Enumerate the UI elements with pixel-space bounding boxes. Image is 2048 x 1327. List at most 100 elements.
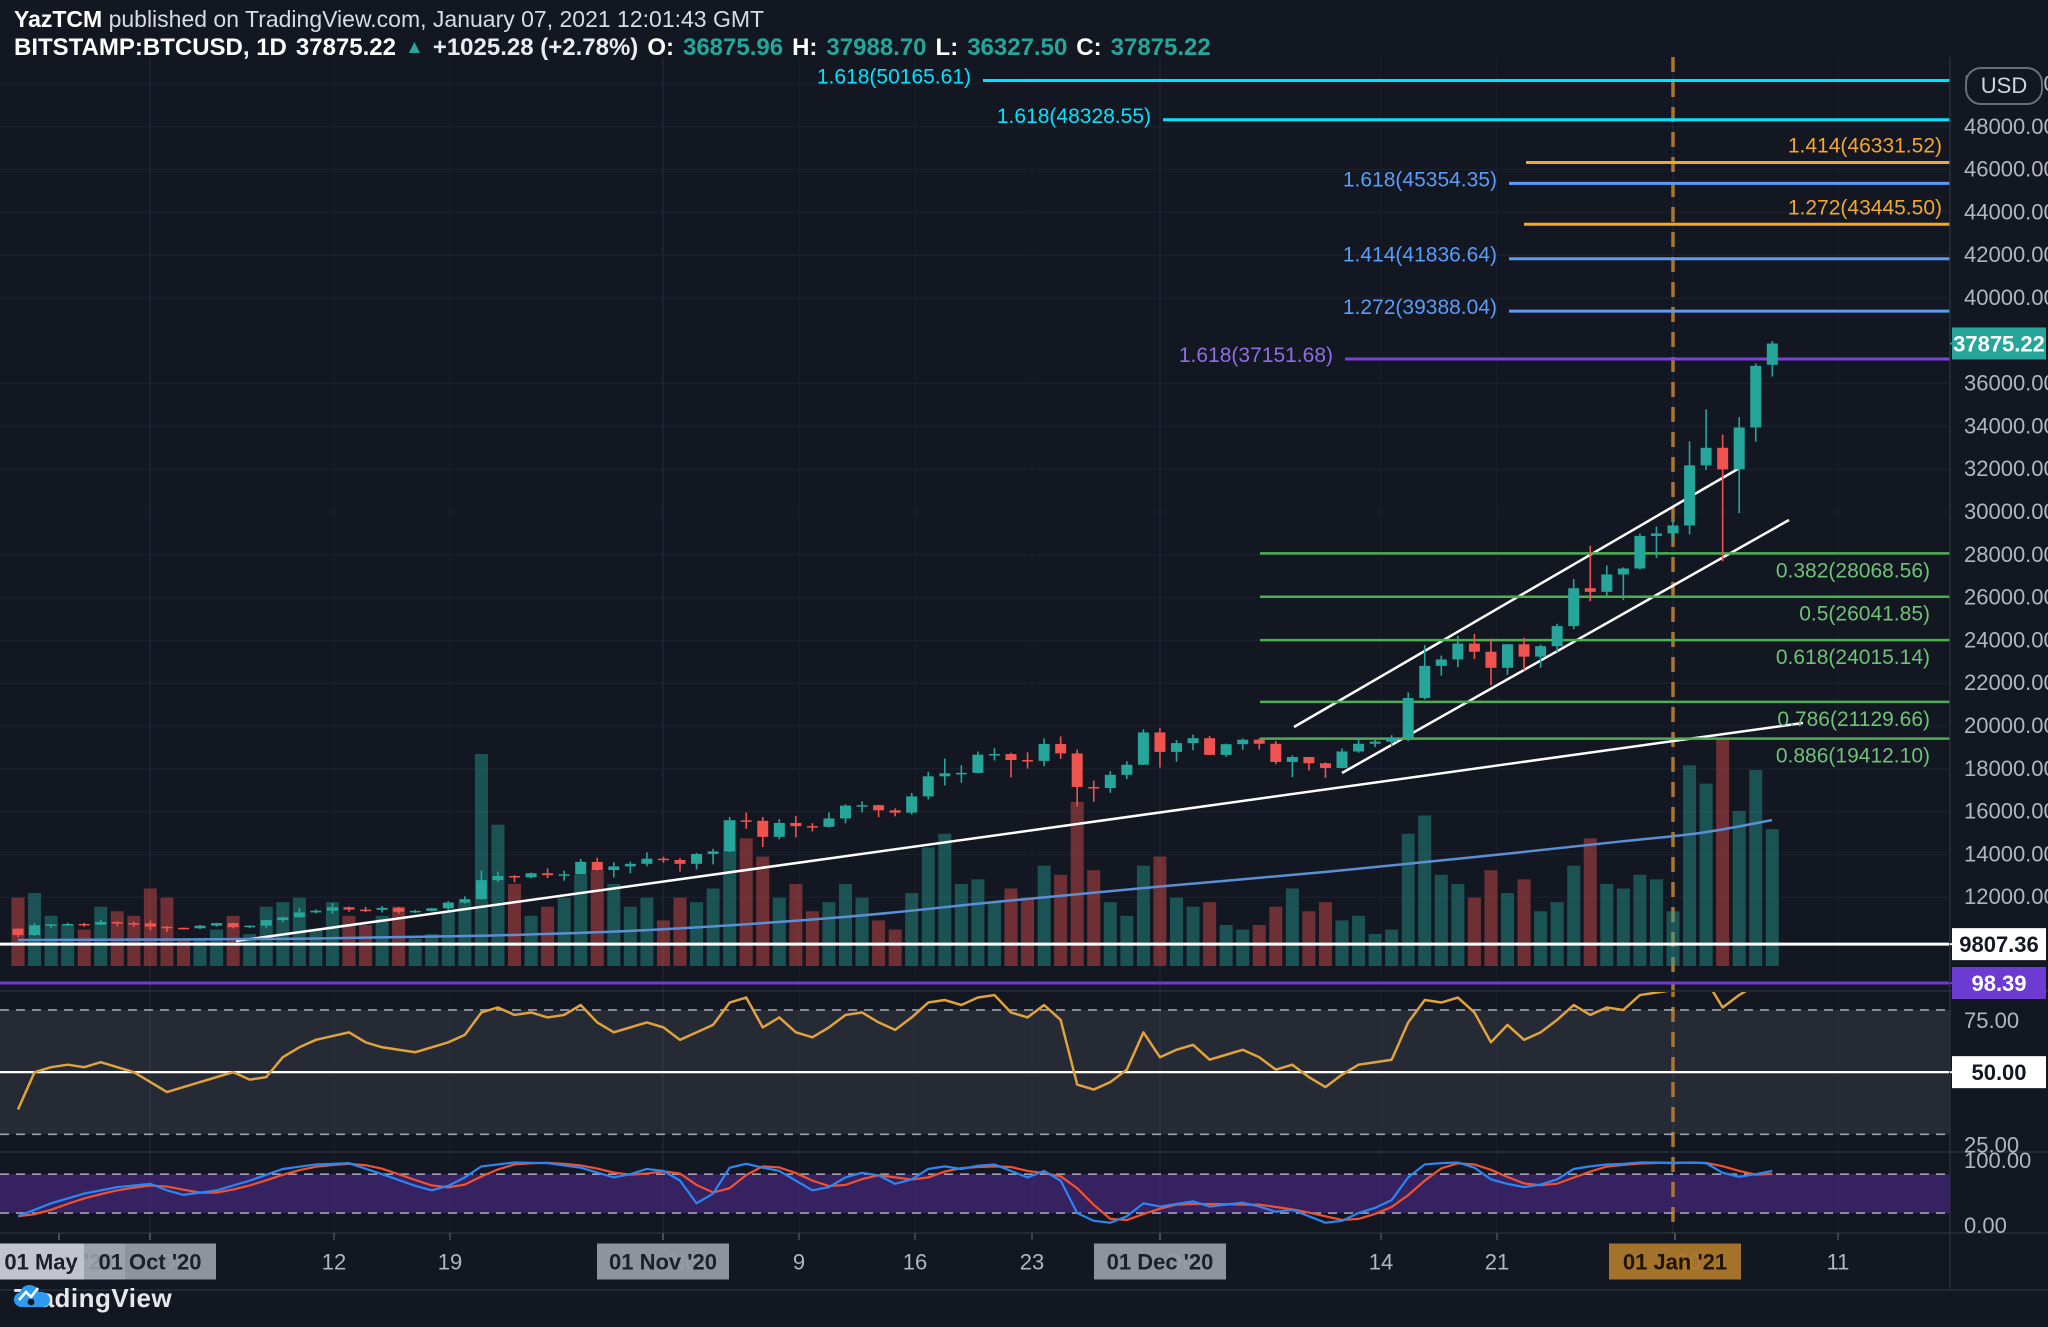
price-tick-label: 20000.00 [1964, 713, 2048, 738]
volume-bar [1352, 915, 1366, 966]
candles-layer[interactable] [12, 341, 1778, 938]
candle-body [1766, 343, 1778, 365]
tradingview-logo[interactable]: TradingView [14, 1283, 172, 1314]
candle-body [1088, 786, 1100, 789]
publish-info: YazTCM published on TradingView.com, Jan… [14, 6, 1211, 33]
svg-text:9807.36: 9807.36 [1959, 932, 2039, 957]
candle-body [475, 880, 487, 900]
volume-bar [226, 915, 240, 966]
time-tick-label: 9 [793, 1250, 805, 1275]
time-anchor-label: 01 Jan '21 [1623, 1250, 1727, 1275]
usd-button-label: USD [1981, 73, 2027, 98]
candle-body [1684, 465, 1696, 526]
price-axis[interactable]: 50000.0048000.0046000.0044000.0042000.00… [1950, 71, 2048, 1238]
volume-bar [1732, 810, 1746, 966]
candle-body [1022, 760, 1034, 762]
volume-bar [1567, 865, 1581, 966]
volume-bar [1716, 738, 1730, 966]
candle-body [409, 910, 421, 913]
time-anchor-box [1609, 1243, 1741, 1280]
usd-currency-button[interactable]: USD [1965, 67, 2043, 105]
candle-body [757, 820, 769, 837]
candle-body [260, 920, 272, 926]
stoch-tick-label: 0.00 [1964, 1213, 2007, 1238]
fib-extension-label: 1.618(37151.68) [1179, 344, 1333, 367]
price-tick-label: 18000.00 [1964, 756, 2048, 781]
close-value: 37875.22 [1110, 34, 1211, 61]
time-axis[interactable]: 01 May '20Oct01 Oct '20Nov01 Nov '20Dec0… [0, 1233, 1849, 1280]
volume-bar [673, 897, 687, 966]
candle-body [12, 928, 24, 936]
fib-retracement-label: 0.618(24015.14) [1776, 646, 1930, 669]
volume-bar [739, 838, 753, 966]
candle-body [1171, 743, 1182, 752]
channel-lower-line[interactable] [1341, 518, 1790, 775]
candle-body [1038, 743, 1050, 761]
fib-retracement-label: 0.886(19412.10) [1776, 745, 1930, 768]
volume-bar [491, 824, 505, 966]
price-tick-label: 34000.00 [1964, 413, 2048, 438]
rsi-tick-label: 75.00 [1964, 1008, 2019, 1033]
time-anchor-box [597, 1243, 729, 1280]
volume-bar [805, 911, 819, 966]
volume-bar [1616, 888, 1630, 966]
symbol-name[interactable]: BITSTAMP:BTCUSD, 1D [14, 34, 287, 61]
candle-body [922, 776, 934, 797]
rsi-tick-label: 25.00 [1964, 1132, 2019, 1157]
purple-line-tag: 98.39 [1950, 967, 2046, 999]
fib-lines [983, 78, 1950, 740]
candle-body [641, 858, 653, 864]
volume-bar [772, 897, 786, 966]
candle-body [360, 909, 372, 912]
candle-body [1733, 427, 1745, 470]
volume-bar [789, 883, 803, 966]
volume-bar [1368, 934, 1382, 966]
volume-bar [1699, 783, 1713, 966]
price-tick-label: 30000.00 [1964, 499, 2048, 524]
volume-bar [425, 934, 439, 966]
open-label: O: [647, 34, 674, 61]
candle-body [773, 822, 785, 837]
volume-bar [1633, 874, 1647, 966]
price-tick-label: 32000.00 [1964, 456, 2048, 481]
open-value: 36875.96 [682, 34, 784, 61]
volume-bar [1583, 838, 1597, 966]
volume-bar [888, 929, 902, 966]
candle-body [1568, 588, 1580, 627]
volume-bar [309, 929, 323, 966]
candle-body [972, 754, 984, 773]
stoch-d-line[interactable] [17, 1161, 1773, 1222]
candle-body [1601, 574, 1613, 592]
volume-bar [1451, 883, 1465, 966]
candle-body [591, 861, 603, 871]
long-trendline[interactable] [235, 721, 1804, 943]
volume-bar [1484, 870, 1498, 966]
fib-extension-label: 1.414(41836.64) [1343, 244, 1497, 267]
candle-body [1005, 754, 1017, 761]
candle-body [78, 923, 90, 926]
price-tick-label: 14000.00 [1964, 841, 2048, 866]
time-tick-label: 23 [1020, 1250, 1044, 1275]
fib-extension-label: 1.618(50165.61) [817, 65, 971, 88]
candle-body [1750, 365, 1762, 428]
candle-body [906, 796, 918, 813]
volume-bar [557, 897, 571, 966]
volume-bar [94, 906, 108, 966]
price-tick-label: 28000.00 [1964, 542, 2048, 567]
rsi-line[interactable] [16, 980, 1772, 1110]
stoch-k-line[interactable] [17, 1161, 1773, 1224]
candle-body [326, 907, 338, 911]
candle-body [1452, 643, 1464, 660]
volume-bar [1418, 815, 1432, 966]
time-tick-label: 19 [438, 1250, 462, 1275]
candle-body [939, 773, 951, 777]
candle-body [509, 876, 520, 878]
candle-body [1121, 764, 1133, 775]
candle-body [691, 853, 703, 864]
moving-average-line[interactable] [17, 818, 1773, 942]
candle-body [62, 923, 74, 926]
candle-body [1270, 743, 1282, 762]
